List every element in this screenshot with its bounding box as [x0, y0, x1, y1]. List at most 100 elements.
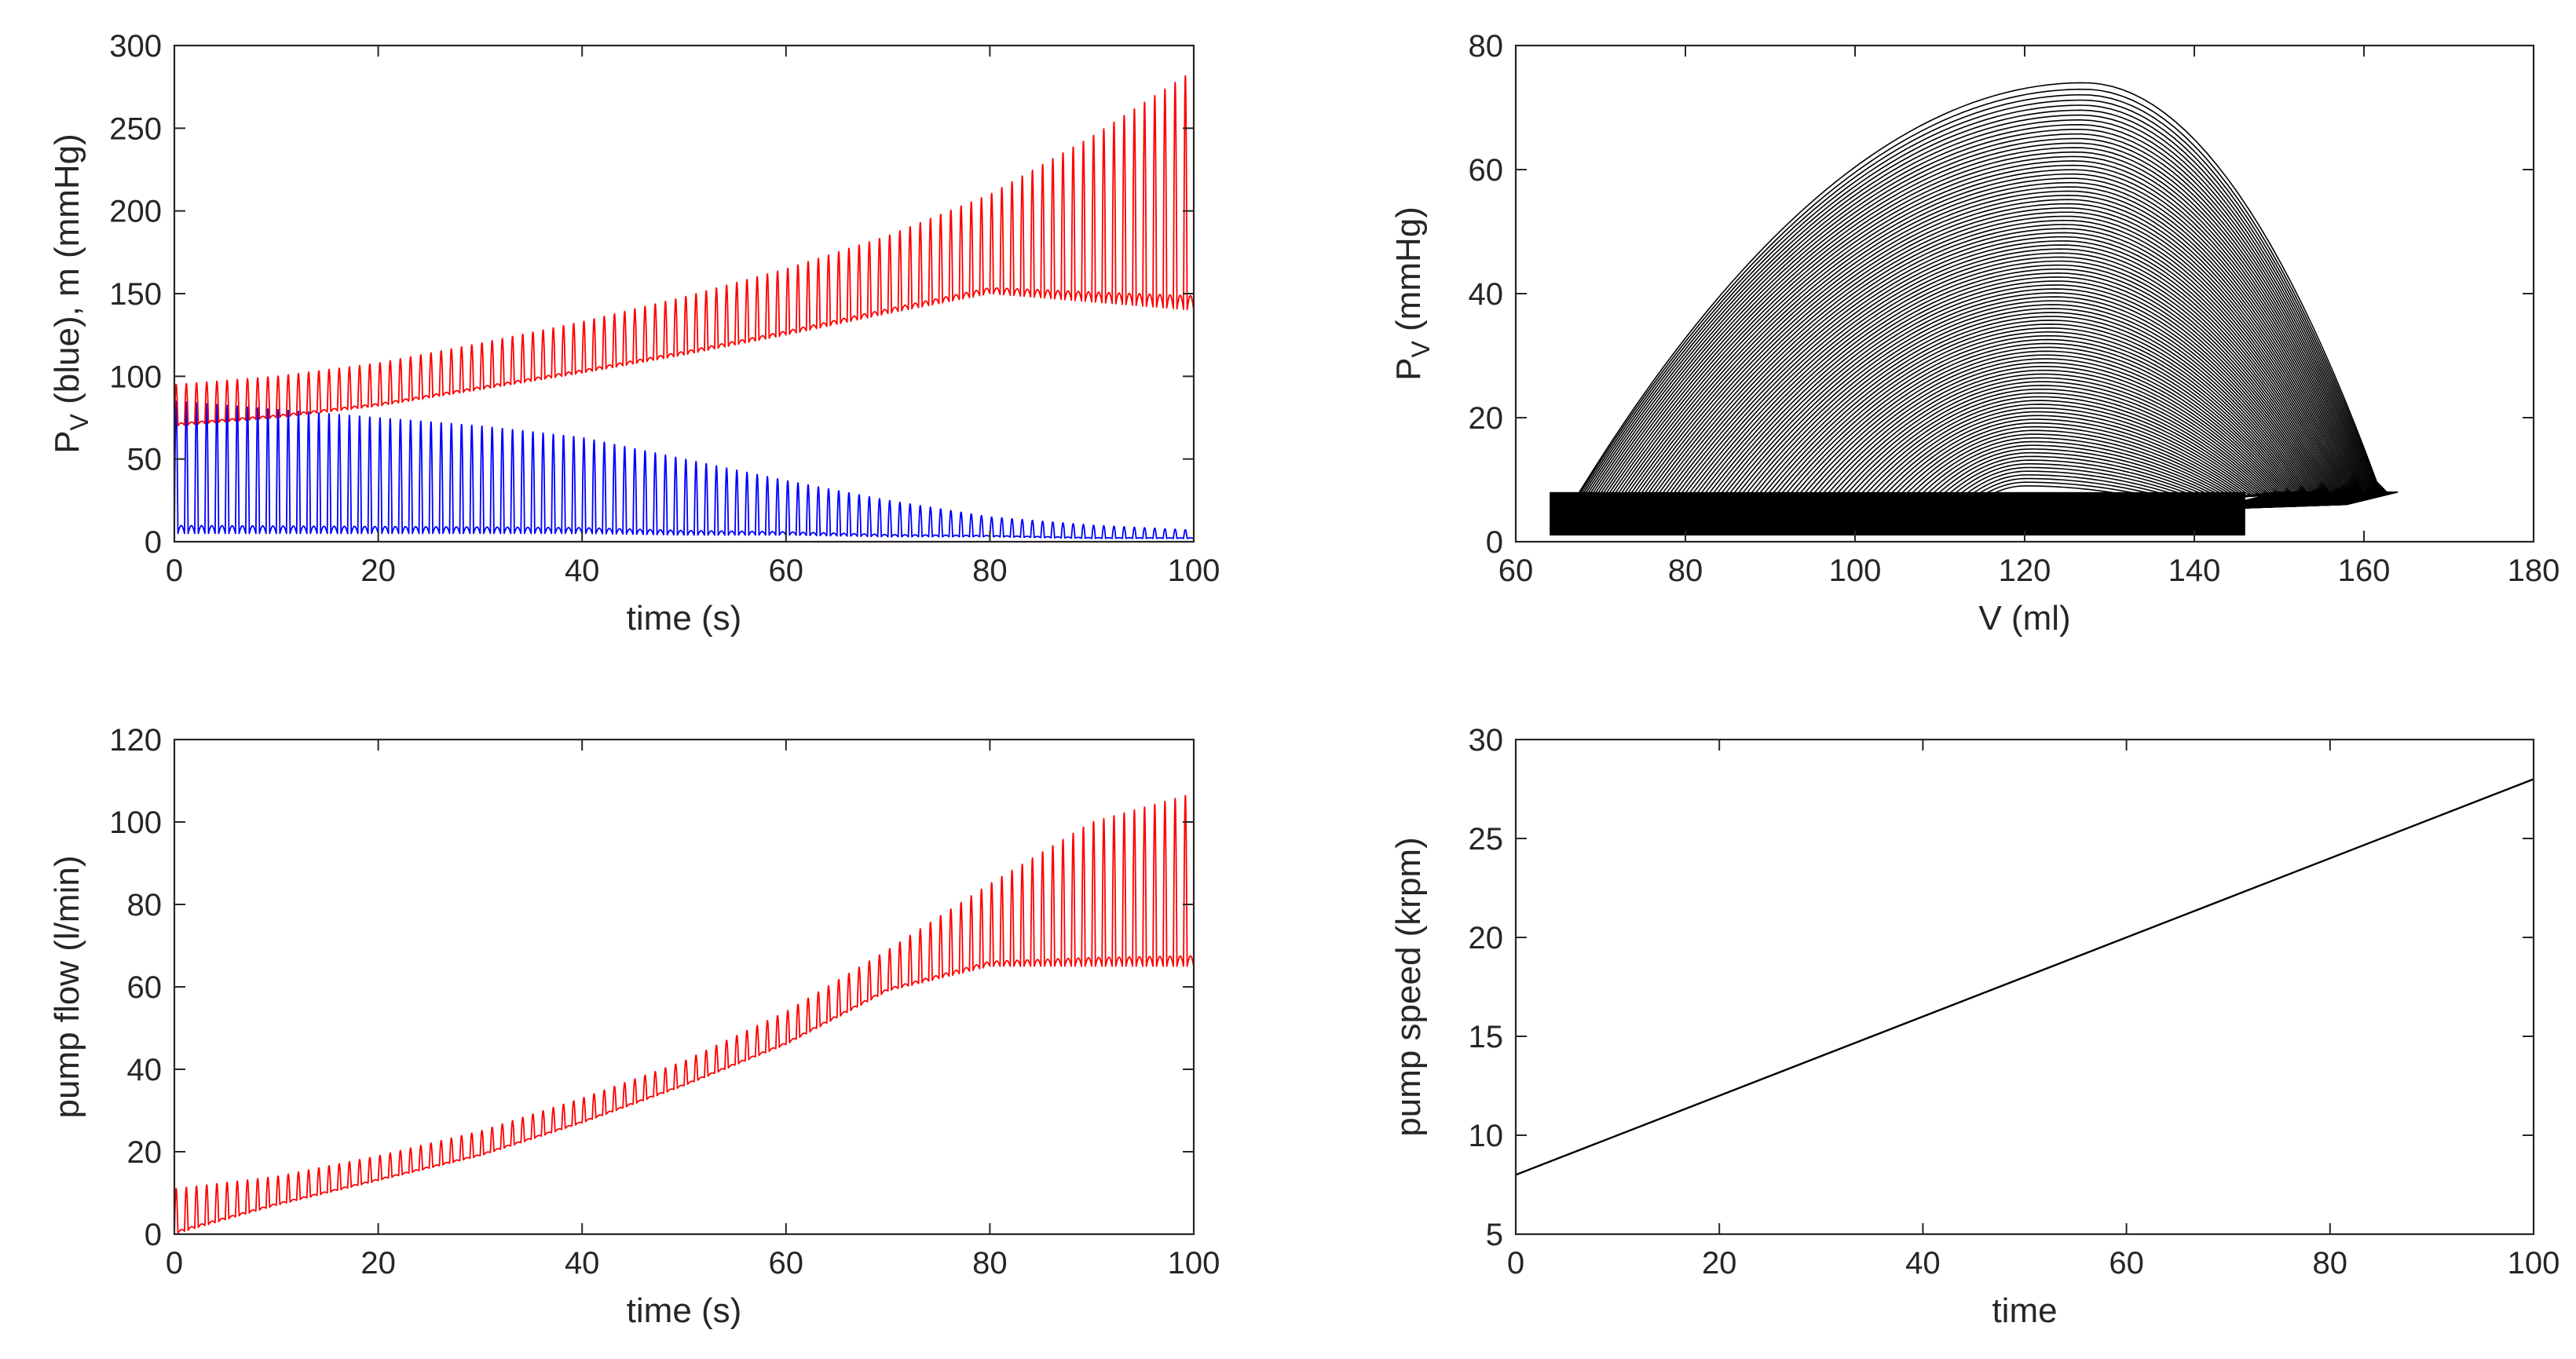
y-axis-label: pump flow (l/min) — [48, 856, 86, 1119]
y-tick-label: 5 — [1486, 1218, 1503, 1252]
pv-loop — [1845, 415, 2304, 530]
series-line-m — [174, 75, 1194, 427]
x-tick-label: 120 — [1999, 553, 2051, 588]
pv-loop — [1697, 288, 2346, 530]
pv-loop — [1821, 396, 2311, 530]
pv-loop — [1784, 365, 2321, 530]
pv-loop — [1580, 151, 2384, 530]
pv-loop — [1770, 354, 2325, 530]
pv-loop — [1706, 296, 2344, 530]
pv-loop — [1595, 173, 2379, 530]
pv-loop — [1577, 147, 2386, 530]
y-axis-label: PV (blue), m (mmHg) — [48, 133, 93, 454]
y-tick-label: 100 — [109, 360, 162, 394]
pv-loop — [1561, 119, 2392, 530]
y-tick-label: 40 — [127, 1053, 163, 1087]
pv-loop — [1615, 199, 2373, 530]
y-tick-label: 80 — [1469, 29, 1504, 64]
y-tick-label: 20 — [1469, 921, 1504, 955]
pv-loop — [1812, 388, 2314, 530]
pv-loop — [1674, 264, 2354, 530]
pv-loop — [1553, 99, 2396, 530]
y-tick-label: 0 — [145, 525, 162, 560]
chart-panel-p3: 0 20 40 60 80 100 0 20 40 60 80 100 120 time (s) pump … — [48, 723, 1220, 1330]
x-tick-label: 60 — [2109, 1246, 2144, 1280]
y-tick-label: 15 — [1469, 1020, 1504, 1054]
pv-loop — [1586, 160, 2383, 530]
pv-loop — [1757, 342, 2329, 530]
series-group — [174, 795, 1194, 1234]
pv-loop — [1601, 181, 2377, 530]
pv-loop — [1662, 252, 2357, 530]
pv-loop — [1714, 304, 2341, 530]
chart-panel-p4: 0 20 40 60 80 100 5 10 15 20 25 30 time pump speed (k… — [1389, 723, 2560, 1330]
pv-loop — [1685, 276, 2350, 530]
pv-loop — [1766, 350, 2326, 530]
y-tick-label: 0 — [145, 1218, 162, 1252]
series-group — [174, 75, 1194, 539]
pv-loop — [1635, 224, 2366, 530]
pv-loop — [1681, 272, 2351, 530]
pv-loop — [1727, 316, 2337, 530]
pv-loop — [1608, 190, 2375, 530]
x-axis-label: time — [1992, 1291, 2057, 1330]
x-axis-label: V (ml) — [1978, 599, 2070, 637]
pv-loop — [1670, 260, 2355, 530]
series-line-pump-speed — [1516, 778, 2534, 1176]
pv-loop — [1592, 169, 2380, 530]
x-tick-label: 40 — [565, 553, 600, 588]
pv-loop — [1718, 308, 2340, 530]
y-tick-label: 20 — [1469, 401, 1504, 436]
x-tick-label: 80 — [2313, 1246, 2348, 1280]
x-tick-label: 0 — [166, 553, 183, 588]
y-tick-label: 0 — [1486, 525, 1503, 560]
x-tick-label: 160 — [2338, 553, 2391, 588]
pv-loop — [1574, 142, 2387, 530]
pv-loop — [1551, 93, 2397, 530]
pv-loop — [1826, 400, 2310, 530]
pv-loop — [1780, 362, 2322, 530]
pv-loop — [1618, 203, 2371, 530]
pv-loop — [1860, 426, 2300, 530]
pv-loop — [1831, 404, 2308, 530]
pv-loop — [1605, 186, 2376, 530]
y-tick-label: 120 — [109, 723, 162, 758]
pv-loop — [1807, 385, 2314, 530]
pv-loop — [1572, 137, 2388, 530]
axes-box — [1514, 738, 2535, 1236]
pv-loop — [1731, 320, 2336, 530]
x-tick-label: 20 — [360, 553, 396, 588]
pv-loop — [1569, 133, 2389, 530]
pv-loop-baseline-band — [1550, 491, 2245, 536]
x-tick-label: 60 — [1498, 553, 1534, 588]
series-line-pump-flow — [174, 795, 1194, 1234]
pv-loop — [1555, 104, 2395, 530]
y-tick-label: 300 — [109, 29, 162, 64]
series-line-p-v — [174, 400, 1194, 539]
pv-loop — [1689, 280, 2348, 530]
y-tick-label: 250 — [109, 111, 162, 146]
pv-loop — [1693, 284, 2347, 530]
pv-loop — [1762, 346, 2328, 530]
y-tick-label: 150 — [109, 277, 162, 312]
pv-loop — [1850, 418, 2303, 530]
pv-loop — [1748, 334, 2331, 530]
y-tick-label: 10 — [1469, 1119, 1504, 1153]
pv-loop — [1583, 155, 2384, 530]
y-tick-label: 40 — [1469, 277, 1504, 312]
series-group — [1549, 82, 2399, 536]
x-tick-label: 100 — [1168, 553, 1220, 588]
x-tick-label: 80 — [1668, 553, 1703, 588]
x-axis-label: time (s) — [627, 1291, 742, 1330]
pv-loop — [1722, 312, 2339, 530]
pv-loop — [1632, 219, 2366, 530]
pv-loop — [1802, 381, 2316, 530]
pv-loop — [1740, 327, 2334, 530]
pv-loop — [1864, 429, 2300, 530]
pv-loop — [1793, 373, 2318, 530]
x-tick-label: 140 — [2168, 553, 2221, 588]
y-tick-label: 60 — [1469, 153, 1504, 188]
pv-loop — [1666, 256, 2356, 530]
x-tick-label: 100 — [1829, 553, 1882, 588]
